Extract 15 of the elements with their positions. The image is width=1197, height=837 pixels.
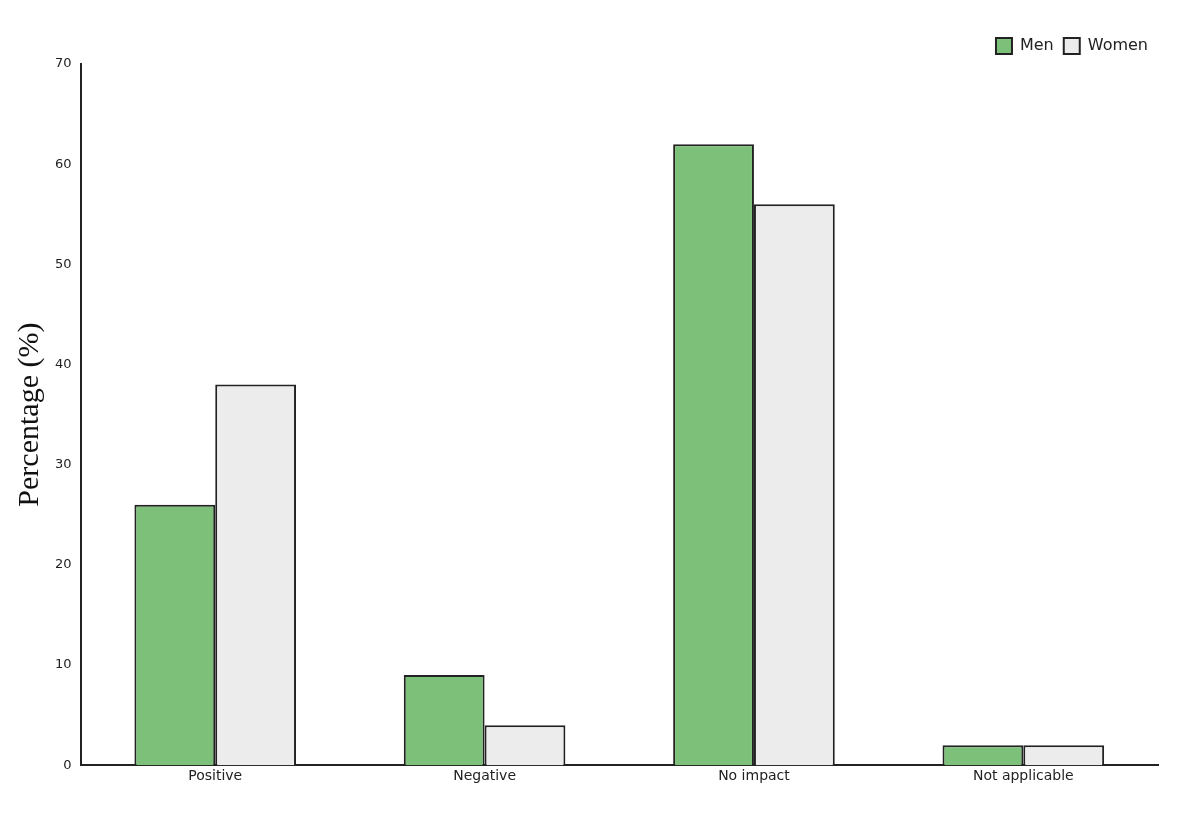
x-tick-label: No impact	[718, 767, 791, 784]
legend-label: Men	[1019, 35, 1054, 55]
x-tick-label: Not applicable	[972, 767, 1074, 784]
y-tick-label: 50	[55, 255, 72, 271]
x-tick-label: Negative	[453, 767, 517, 784]
legend-label: Women	[1087, 35, 1149, 55]
y-tick-label: 40	[55, 355, 72, 371]
y-tick-label: 30	[55, 456, 72, 472]
y-tick-label: 20	[55, 556, 72, 572]
y-axis-title: Percentage (%)	[10, 322, 45, 507]
y-tick-label: 60	[55, 155, 72, 171]
y-tick-label: 0	[63, 756, 72, 772]
y-tick-label: 10	[55, 656, 72, 672]
x-tick-label: Positive	[188, 767, 243, 784]
y-tick-label: 70	[55, 55, 72, 71]
